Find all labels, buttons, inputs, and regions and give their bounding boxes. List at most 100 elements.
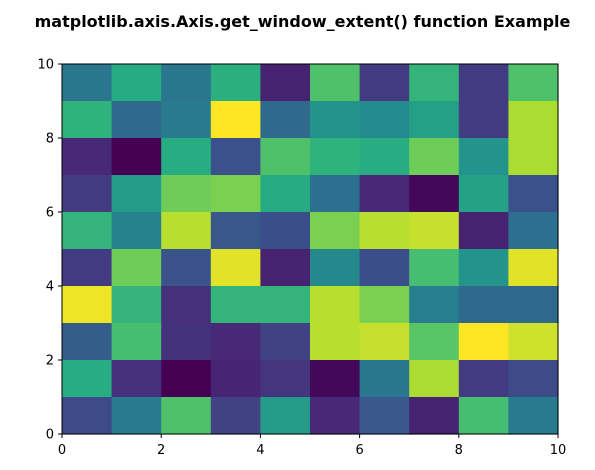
heatmap-cell [260, 175, 311, 213]
heatmap-cell [458, 286, 509, 324]
heatmap-cell [359, 138, 410, 176]
heatmap-cell [260, 212, 311, 250]
heatmap-cell [111, 64, 162, 102]
heatmap-cell [62, 397, 113, 435]
heatmap-cell [458, 138, 509, 176]
heatmap-cell [409, 249, 460, 287]
heatmap-cell [62, 101, 113, 139]
heatmap-cell [310, 286, 361, 324]
heatmap-cell [62, 212, 113, 250]
x-tick-label: 8 [455, 443, 463, 458]
heatmap-cell [111, 323, 162, 361]
heatmap-cell [310, 397, 361, 435]
heatmap-cell [409, 64, 460, 102]
heatmap-cell [458, 175, 509, 213]
heatmap-cell [210, 286, 261, 324]
y-tick-label: 4 [46, 280, 54, 295]
heatmap-cell [508, 286, 559, 324]
heatmap-cell [310, 101, 361, 139]
heatmap-cell [161, 397, 212, 435]
heatmap-cell [260, 64, 311, 102]
heatmap-cell [210, 249, 261, 287]
heatmap-cell [161, 175, 212, 213]
heatmap-cell [508, 360, 559, 398]
heatmap-cell [111, 138, 162, 176]
heatmap-cell [458, 64, 509, 102]
heatmap-cell [161, 101, 212, 139]
heatmap-cell [260, 286, 311, 324]
heatmap-cell [409, 101, 460, 139]
heatmap-cell [359, 64, 410, 102]
heatmap-cell [458, 397, 509, 435]
heatmap-cell [260, 360, 311, 398]
heatmap-cell [161, 249, 212, 287]
heatmap-cell [359, 286, 410, 324]
x-tick-label: 6 [355, 443, 363, 458]
heatmap-cell [62, 249, 113, 287]
heatmap-cell [260, 101, 311, 139]
heatmap-cell [359, 249, 410, 287]
heatmap-cell [458, 101, 509, 139]
y-axis: 0 2 4 6 8 10 [37, 58, 62, 443]
heatmap-cell [62, 175, 113, 213]
heatmap-cell [409, 286, 460, 324]
heatmap-cell [260, 249, 311, 287]
heatmap-cell [409, 175, 460, 213]
heatmap-cell [409, 360, 460, 398]
heatmap-cell [508, 397, 559, 435]
heatmap-cell [62, 64, 113, 102]
heatmap-cell [210, 323, 261, 361]
heatmap-cell [111, 249, 162, 287]
axes-frame [61, 63, 559, 435]
heatmap-cell [62, 360, 113, 398]
heatmap-cell [359, 323, 410, 361]
heatmap-cell [111, 360, 162, 398]
heatmap-cell [458, 249, 509, 287]
heatmap-cell [310, 323, 361, 361]
heatmap-cell [62, 138, 113, 176]
heatmap-cell [458, 360, 509, 398]
x-tick-label: 0 [58, 443, 66, 458]
heatmap-cell [409, 323, 460, 361]
heatmap-cell [310, 138, 361, 176]
heatmap-cell [458, 323, 509, 361]
heatmap-cell [210, 397, 261, 435]
heatmap-cell [210, 175, 261, 213]
heatmap-cell [111, 101, 162, 139]
heatmap-cell [359, 175, 410, 213]
heatmap-cell [161, 360, 212, 398]
heatmap-cell [359, 397, 410, 435]
heatmap-cell [508, 138, 559, 176]
heatmap-cell [409, 397, 460, 435]
heatmap-cell [111, 286, 162, 324]
heatmap-cell [409, 212, 460, 250]
heatmap-cell [62, 286, 113, 324]
heatmap-cell [508, 64, 559, 102]
heatmap-cell [508, 212, 559, 250]
x-axis: 0 2 4 6 8 10 [58, 434, 566, 458]
heatmap-cell [508, 101, 559, 139]
heatmap-cell [310, 175, 361, 213]
heatmap-cell [161, 323, 212, 361]
heatmap-cell [161, 212, 212, 250]
heatmap-cell [359, 212, 410, 250]
heatmap-cell [359, 360, 410, 398]
y-tick-label: 2 [46, 354, 54, 369]
heatmap-cell [161, 64, 212, 102]
y-tick-label: 8 [46, 132, 54, 147]
y-tick-label: 0 [46, 428, 54, 443]
y-tick-label: 6 [46, 206, 54, 221]
x-tick-label: 10 [550, 443, 567, 458]
heatmap-cell [111, 397, 162, 435]
heatmap-cell [310, 212, 361, 250]
heatmap-cell [508, 323, 559, 361]
y-tick-label: 10 [37, 58, 54, 73]
heatmap-cell [409, 138, 460, 176]
heatmap-cell [62, 323, 113, 361]
heatmap-cell [260, 323, 311, 361]
heatmap-cell [210, 360, 261, 398]
heatmap-cells [62, 64, 559, 435]
heatmap-cell [210, 64, 261, 102]
x-tick-label: 4 [256, 443, 264, 458]
